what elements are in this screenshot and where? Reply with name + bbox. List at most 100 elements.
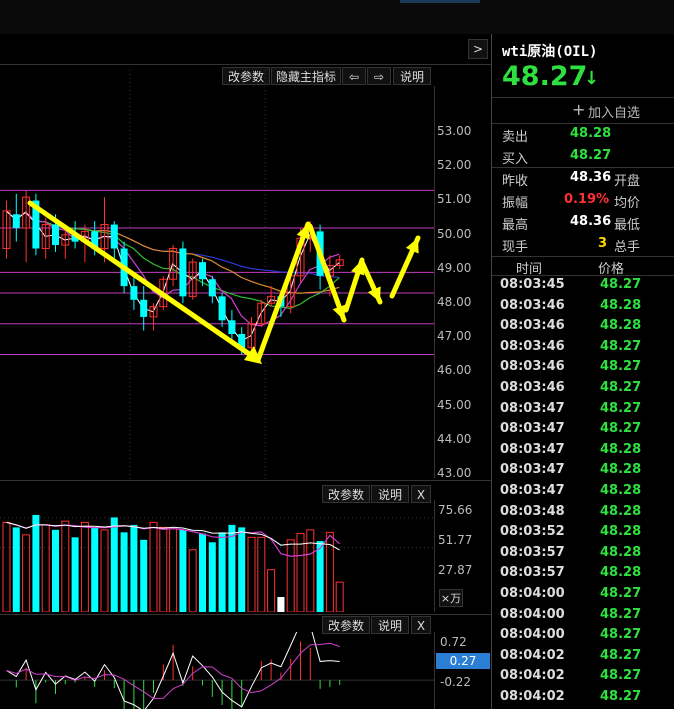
collapse-panel-button[interactable]: > (468, 39, 488, 59)
candle-body (188, 261, 197, 297)
volume-bar (218, 532, 226, 612)
macd-close-button[interactable]: X (411, 616, 431, 634)
tick-time: 08:03:57 (500, 565, 565, 581)
tick-time: 08:03:46 (500, 318, 565, 334)
price-axis-label: 45.00 (437, 397, 472, 412)
instrument-name: wti原油(OIL) (502, 44, 598, 60)
tick-price: 48.28 (600, 483, 642, 498)
modify-params-button[interactable]: 改参数 (222, 67, 270, 85)
price-axis-label: 50.00 (437, 226, 472, 241)
tick-row: 08:03:52 48.28 (492, 524, 674, 545)
tick-time: 08:03:47 (500, 400, 565, 416)
candle-body (179, 248, 187, 297)
last-price: 48.27 (502, 61, 588, 92)
price-axis-label: 53.00 (437, 124, 472, 138)
volume-bar (267, 569, 276, 612)
tick-time: 08:03:46 (500, 338, 565, 354)
tick-time: 08:03:46 (500, 359, 565, 375)
tick-price: 48.28 (600, 318, 642, 334)
trend-arrow-down (27, 200, 261, 363)
volume-bar (130, 524, 138, 612)
volume-bar (238, 527, 246, 612)
macd-modify-params-button[interactable]: 改参数 (322, 616, 370, 634)
candle-body (52, 224, 59, 246)
volume-bar (12, 527, 20, 612)
candle-body (71, 234, 79, 242)
ticks-header-time: 时间 (516, 262, 543, 277)
candle-body (149, 306, 158, 318)
volume-unit-toggle[interactable]: ×万 (439, 589, 463, 607)
tick-price: 48.27 (600, 421, 642, 437)
tick-list[interactable]: 08:03:45 48.27 08:03:46 48.28 08:03:46 48.28 0… (492, 277, 674, 709)
tick-time: 08:03:47 (500, 421, 565, 437)
volume-bar (208, 542, 216, 612)
volume-bar (325, 531, 334, 612)
chart-pane[interactable]: > 改参数 隐藏主指标 ⇦ ⇨ 说明 53.00 52.00 51.00 50.00 4… (0, 34, 491, 709)
tick-row: 08:03:47 48.28 (492, 442, 674, 463)
volume-help-button[interactable]: 说明 (371, 485, 409, 503)
trend-arrow-down-2 (307, 223, 347, 323)
volume-axis-label: 51.77 (438, 533, 473, 547)
help-button[interactable]: 说明 (393, 67, 431, 85)
candle-body (199, 262, 206, 280)
volume-bar (91, 527, 99, 612)
plus-icon: + (572, 100, 586, 119)
tick-time: 08:03:46 (500, 380, 565, 395)
volume-bar (110, 517, 118, 612)
tick-row: 08:03:46 48.27 (492, 339, 674, 360)
sell-label: 卖出 (502, 130, 529, 145)
trend-arrow-up-3-head (405, 238, 419, 254)
trend-arrow-down-3-head (367, 286, 381, 302)
tick-row: 08:04:02 48.27 (492, 668, 674, 689)
price-axis-label: 44.00 (437, 431, 472, 446)
candle-body (140, 299, 148, 317)
volume-bar (306, 529, 315, 612)
tick-price: 48.27 (600, 338, 642, 354)
amplitude-value: 0.19% (564, 192, 610, 207)
macd-chart (0, 632, 434, 709)
top-toolbar (0, 0, 674, 34)
candle-body (267, 295, 276, 304)
candle-body (100, 224, 109, 249)
volume-axis-label: 27.87 (438, 563, 473, 577)
price-chart[interactable] (0, 52, 434, 480)
sell-value: 48.28 (570, 126, 612, 141)
candle-body (218, 296, 226, 321)
forward-arrow-icon[interactable]: ⇨ (367, 67, 391, 85)
back-arrow-icon[interactable]: ⇦ (342, 67, 366, 85)
volume-bar (247, 536, 256, 612)
volume-bar (169, 528, 178, 612)
volume-bar-selected (277, 597, 285, 612)
tick-price: 48.27 (600, 606, 642, 622)
high-value: 48.36 (570, 214, 612, 229)
tick-price: 48.28 (600, 503, 642, 519)
candle-body (257, 302, 266, 325)
volume-close-button[interactable]: X (411, 485, 431, 503)
volume-ma-white (6, 521, 340, 551)
volume-bar (188, 549, 197, 612)
buy-value: 48.27 (570, 148, 612, 163)
prev-close-label: 昨收 (502, 174, 529, 189)
price-axis-label: 48.00 (437, 295, 472, 309)
candle-body (130, 286, 138, 300)
hide-main-indicator-button[interactable]: 隐藏主指标 (271, 67, 341, 85)
add-watchlist-label: 加入自选 (588, 106, 641, 121)
price-axis-label: 51.00 (437, 192, 472, 207)
volume-bar (179, 529, 187, 612)
volume-bar (140, 539, 148, 612)
candle-body (228, 320, 236, 334)
volume-bar (199, 533, 206, 612)
tick-row: 08:03:47 48.28 (492, 483, 674, 504)
tick-row: 08:03:47 48.28 (492, 462, 674, 483)
volume-bar (100, 529, 109, 612)
tick-price: 48.27 (600, 359, 642, 375)
volume-bar (80, 521, 89, 612)
volume-bar (296, 533, 305, 612)
tick-time: 08:03:47 (500, 462, 565, 478)
tick-row: 08:03:46 48.28 (492, 318, 674, 339)
macd-help-button[interactable]: 说明 (371, 616, 409, 634)
add-watchlist-button[interactable]: + 加入自选 (492, 98, 674, 122)
volume-modify-params-button[interactable]: 改参数 (322, 485, 370, 503)
prev-close-value: 48.36 (570, 170, 612, 185)
macd-dea-line (6, 642, 340, 700)
